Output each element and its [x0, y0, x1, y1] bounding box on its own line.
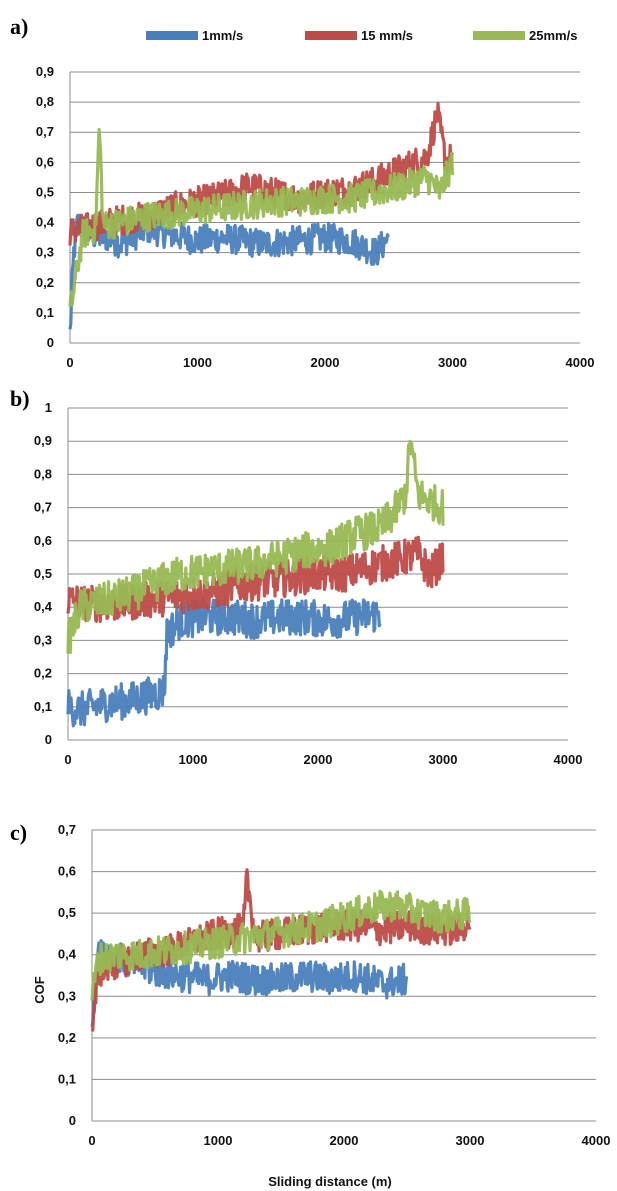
y-tick-label: 0,3: [58, 988, 76, 1003]
y-tick-label: 0,3: [34, 632, 52, 647]
panel-label-c: c): [10, 820, 27, 845]
x-tick-label: 3000: [456, 1133, 485, 1148]
legend-label-15mm: 15 mm/s: [361, 28, 413, 43]
y-tick-label: 0: [47, 335, 54, 350]
y-tick-label: 0,2: [34, 666, 52, 681]
chart-panel-a: 0 0,1 0,2 0,3 0,4 0,5 0,6 0,7 0,8 0,9 0 1000 2000 300…: [36, 64, 595, 370]
y-tick-label: 0,6: [58, 864, 76, 879]
y-tick-label: 0: [69, 1113, 76, 1128]
x-tick-label: 2000: [330, 1133, 359, 1148]
x-tick-label: 0: [64, 752, 71, 767]
y-tick-label: 0,3: [36, 245, 54, 260]
legend-item-1mm[interactable]: 1mm/s: [146, 28, 243, 43]
x-tick-label: 0: [66, 355, 73, 370]
y-tick-label: 0,4: [34, 599, 53, 614]
legend-item-15mm[interactable]: 15 mm/s: [305, 28, 413, 43]
legend-swatch-1mm: [146, 31, 198, 40]
y-tick-label: 0,1: [34, 699, 52, 714]
x-tick-label: 1000: [179, 752, 208, 767]
x-tick-label: 4000: [554, 752, 583, 767]
y-tick-label: 0,8: [36, 94, 54, 109]
x-tick-label: 4000: [566, 355, 595, 370]
y-tick-label: 0,8: [34, 466, 52, 481]
y-tick-label: 0,9: [36, 64, 54, 79]
y-tick-label: 1: [45, 400, 52, 415]
y-tick-label: 0,7: [58, 822, 76, 837]
y-tick-label: 0,4: [58, 947, 77, 962]
legend-swatch-25mm: [473, 31, 525, 40]
x-axis-label: Sliding distance (m): [268, 1174, 392, 1189]
panel-label-a: a): [10, 14, 28, 39]
x-tick-label: 2000: [311, 355, 340, 370]
y-tick-label: 0,2: [36, 275, 54, 290]
chart-panel-b: 0 0,1 0,2 0,3 0,4 0,5 0,6 0,7 0,8 0,9 1 0 1000 2000 30…: [34, 400, 583, 767]
legend-item-25mm[interactable]: 25mm/s: [473, 28, 577, 43]
y-tick-label: 0,2: [58, 1030, 76, 1045]
y-tick-label: 0,6: [34, 533, 52, 548]
x-tick-label: 1000: [204, 1133, 233, 1148]
series-line-25mm-s: [66, 439, 445, 655]
legend: 1mm/s 15 mm/s 25mm/s: [146, 28, 577, 43]
y-tick-label: 0,1: [36, 305, 54, 320]
series-line-25mm-s: [90, 889, 472, 1001]
series-line-1mm-s: [90, 939, 409, 1028]
panel-label-b: b): [10, 386, 30, 411]
y-axis-label: COF: [32, 976, 47, 1004]
y-tick-label: 0,4: [36, 215, 55, 230]
chart-panel-c: 0 0,1 0,2 0,3 0,4 0,5 0,6 0,7 0 1000 2000 3000 4000: [58, 822, 611, 1148]
legend-label-25mm: 25mm/s: [529, 28, 577, 43]
x-tick-label: 2000: [304, 752, 333, 767]
x-tick-label: 0: [88, 1133, 95, 1148]
legend-swatch-15mm: [305, 31, 357, 40]
x-tick-label: 3000: [429, 752, 458, 767]
x-tick-label: 3000: [438, 355, 467, 370]
y-tick-label: 0,7: [34, 500, 52, 515]
y-tick-label: 0,9: [34, 433, 52, 448]
y-tick-label: 0: [45, 732, 52, 747]
legend-label-1mm: 1mm/s: [202, 28, 243, 43]
series-line-1mm-s: [68, 213, 390, 330]
y-tick-label: 0,6: [36, 154, 54, 169]
y-tick-label: 0,1: [58, 1071, 76, 1086]
x-tick-label: 1000: [183, 355, 212, 370]
y-tick-label: 0,5: [58, 905, 76, 920]
y-tick-label: 0,5: [34, 566, 52, 581]
series-line-25mm-s: [68, 127, 455, 307]
y-tick-label: 0,5: [36, 184, 54, 199]
x-tick-label: 4000: [582, 1133, 611, 1148]
y-tick-label: 0,7: [36, 124, 54, 139]
